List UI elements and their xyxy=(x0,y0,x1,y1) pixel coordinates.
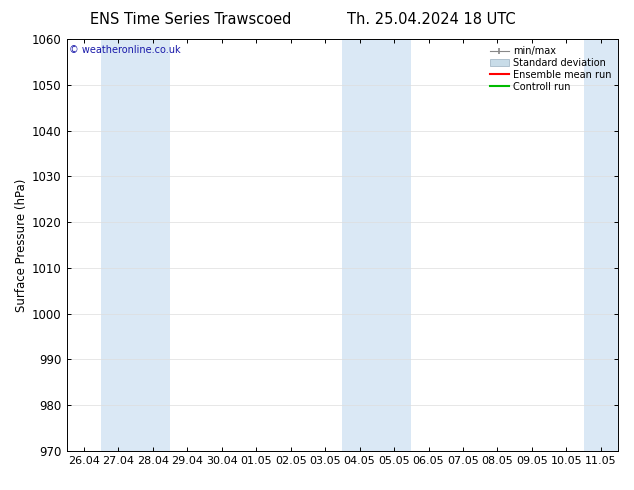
Legend: min/max, Standard deviation, Ensemble mean run, Controll run: min/max, Standard deviation, Ensemble me… xyxy=(488,44,613,94)
Text: © weatheronline.co.uk: © weatheronline.co.uk xyxy=(69,46,181,55)
Bar xyxy=(101,39,170,451)
Bar xyxy=(584,39,618,451)
Y-axis label: Surface Pressure (hPa): Surface Pressure (hPa) xyxy=(15,178,28,312)
Bar xyxy=(342,39,411,451)
Text: ENS Time Series Trawscoed: ENS Time Series Trawscoed xyxy=(89,12,291,27)
Text: Th. 25.04.2024 18 UTC: Th. 25.04.2024 18 UTC xyxy=(347,12,515,27)
